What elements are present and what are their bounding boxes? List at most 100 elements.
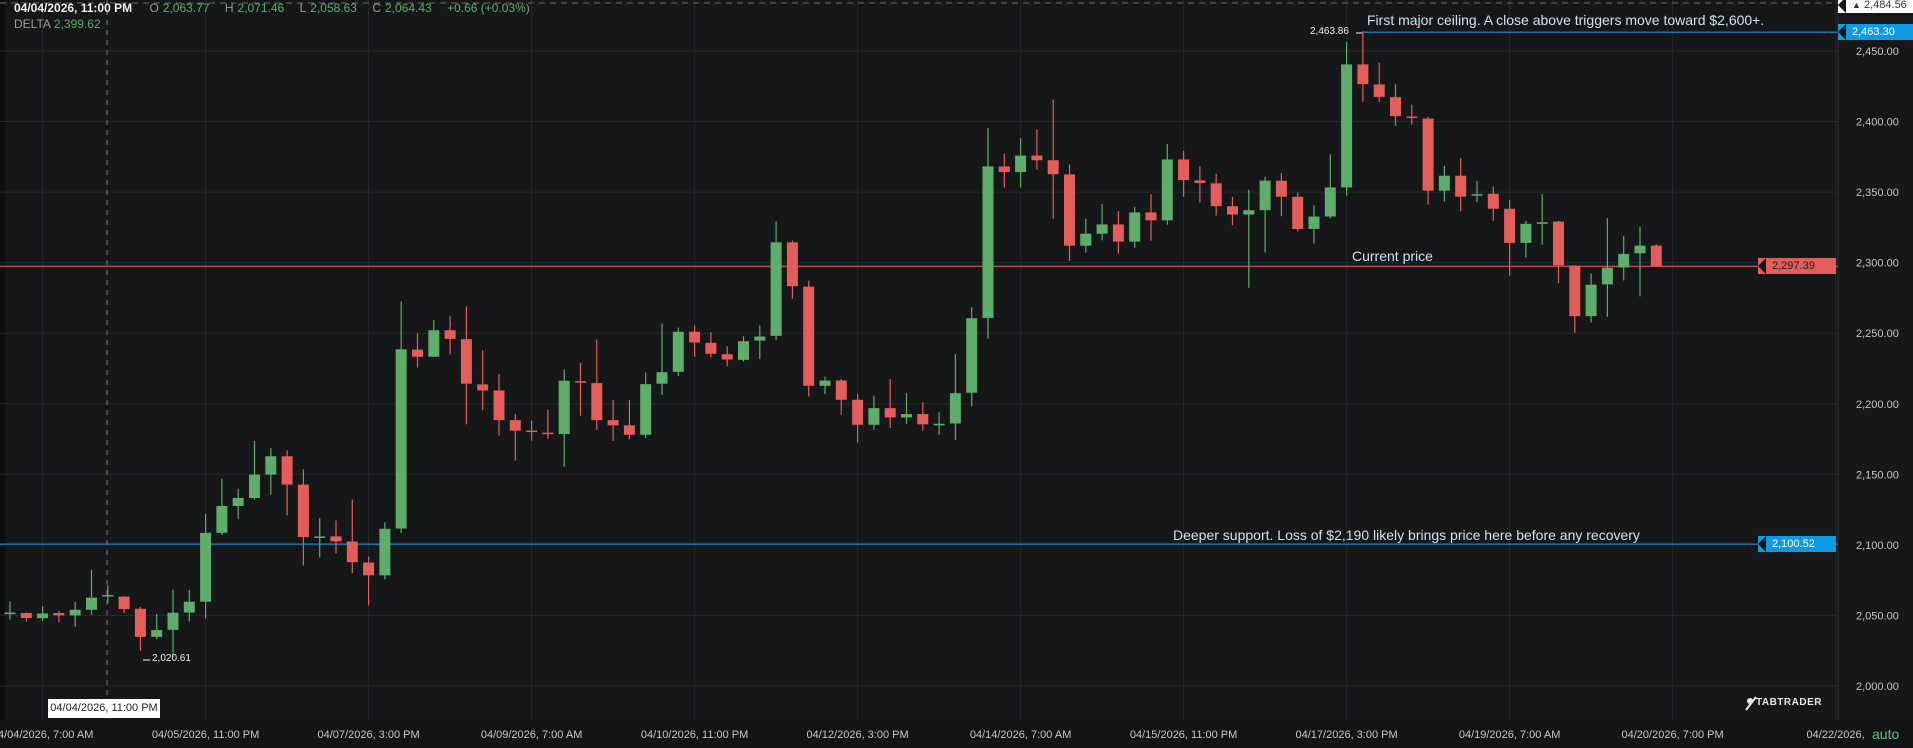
candle-body xyxy=(1080,233,1092,246)
y-tick-label: 2,250.00 xyxy=(1856,328,1899,340)
candle-body xyxy=(868,408,880,425)
candle xyxy=(1324,154,1336,219)
candle-body xyxy=(1324,187,1336,217)
candle-body xyxy=(1210,183,1222,207)
candle-body xyxy=(102,595,114,597)
candle-body xyxy=(86,597,97,610)
x-tick-label: 04/07/2026, 3:00 PM xyxy=(318,729,420,741)
high-marker: 2,463.86 xyxy=(1310,26,1349,37)
candle xyxy=(835,379,847,415)
candle-body xyxy=(623,425,635,435)
candle-body xyxy=(998,166,1010,173)
candle xyxy=(672,327,684,377)
ceiling-price-tag[interactable]: 2,463.30 xyxy=(1838,24,1913,41)
candle xyxy=(216,478,228,535)
candle-body xyxy=(477,384,489,391)
candle-body xyxy=(526,430,538,433)
candle xyxy=(412,333,423,368)
candle xyxy=(689,325,701,357)
candle xyxy=(134,606,146,651)
candle xyxy=(1569,265,1581,333)
y-tick-label: 2,350.00 xyxy=(1856,187,1899,199)
candle xyxy=(1129,206,1141,248)
tabtrader-logo-icon xyxy=(1745,696,1757,711)
candle xyxy=(1536,193,1548,245)
candle-body xyxy=(1422,118,1434,191)
y-tick-label: 2,050.00 xyxy=(1856,610,1899,622)
candle xyxy=(53,610,65,623)
candle xyxy=(428,320,440,358)
y-tick-label: 2,300.00 xyxy=(1856,258,1899,270)
support-price-tag[interactable]: 2,100.52 xyxy=(1758,536,1836,553)
candle-body xyxy=(1292,196,1304,229)
candle xyxy=(852,393,864,443)
candle xyxy=(1161,144,1173,225)
candle xyxy=(933,412,945,435)
candle-body xyxy=(1618,253,1630,268)
indicator-label: DELTA xyxy=(14,17,51,31)
x-tick-label: 04/10/2026, 11:00 PM xyxy=(641,729,748,741)
candle xyxy=(656,323,668,395)
low-value: 2,058.63 xyxy=(310,1,357,15)
x-tick-label: 04/19/2026, 7:00 AM xyxy=(1459,729,1561,741)
candle-body xyxy=(412,349,423,357)
current-price-tag[interactable]: 2,297.39 xyxy=(1758,258,1836,275)
candle xyxy=(1406,104,1418,125)
candle xyxy=(721,346,733,367)
candle xyxy=(1064,164,1075,261)
tabtrader-logo: TABTRADER xyxy=(1756,697,1822,708)
candle-body xyxy=(884,408,896,418)
candle xyxy=(37,606,49,622)
candle xyxy=(1178,150,1190,197)
candle xyxy=(901,393,912,424)
candle-body xyxy=(249,474,260,499)
candle-body xyxy=(1259,180,1271,211)
candle-body xyxy=(1471,194,1483,196)
candle xyxy=(1194,166,1206,203)
candle-body xyxy=(1601,267,1613,285)
candle-body xyxy=(37,613,49,619)
x-tick-label: 04/05/2026, 11:00 PM xyxy=(152,729,259,741)
bell-icon: ▲ xyxy=(1852,0,1861,10)
candle-body xyxy=(672,331,684,372)
candle-body xyxy=(379,528,391,576)
header-datetime: 04/04/2026, 11:00 PM xyxy=(14,1,133,15)
candle-body xyxy=(4,612,16,615)
candle-body xyxy=(786,242,798,287)
support-annotation[interactable]: Deeper support. Loss of $2,190 likely br… xyxy=(1173,527,1640,543)
candle-body xyxy=(591,383,603,421)
candle-body xyxy=(1504,208,1516,243)
candle-body xyxy=(558,380,570,435)
candle-body xyxy=(901,414,912,418)
candle-body xyxy=(770,242,782,336)
time-axis[interactable] xyxy=(0,720,1913,748)
candle xyxy=(346,499,358,574)
alert-price-tag[interactable]: ▲ 2,484.56 xyxy=(1838,0,1913,13)
candle xyxy=(118,596,130,614)
y-tick-label: 2,000.00 xyxy=(1856,681,1899,693)
candle xyxy=(1520,220,1532,258)
candle-body xyxy=(1455,175,1467,197)
candle-body xyxy=(314,536,326,538)
auto-scale-button[interactable]: auto xyxy=(1872,726,1900,742)
candle-body xyxy=(738,341,749,360)
x-tick-label: 04/12/2026, 3:00 PM xyxy=(807,729,909,741)
candle-body xyxy=(363,562,375,576)
candle xyxy=(803,280,815,397)
current-price-annotation[interactable]: Current price xyxy=(1352,248,1433,264)
candle-body xyxy=(607,420,619,426)
indicator-header[interactable]: DELTA 2,399.62 xyxy=(14,17,101,31)
candle xyxy=(998,153,1010,188)
ceiling-annotation[interactable]: First major ceiling. A close above trigg… xyxy=(1367,12,1765,28)
candle-body xyxy=(1536,222,1548,224)
candle xyxy=(281,450,293,516)
candle xyxy=(1553,220,1564,284)
candle-body xyxy=(803,286,815,386)
candle-body xyxy=(575,381,586,383)
price-axis[interactable]: 2,000.00 2,050.00 2,100.00 2,150.00 2,200.00… xyxy=(1856,46,1899,693)
candle xyxy=(249,440,260,500)
candle-body xyxy=(493,390,505,421)
y-tick-label: 2,100.00 xyxy=(1856,540,1899,552)
candle-body xyxy=(1341,64,1353,188)
